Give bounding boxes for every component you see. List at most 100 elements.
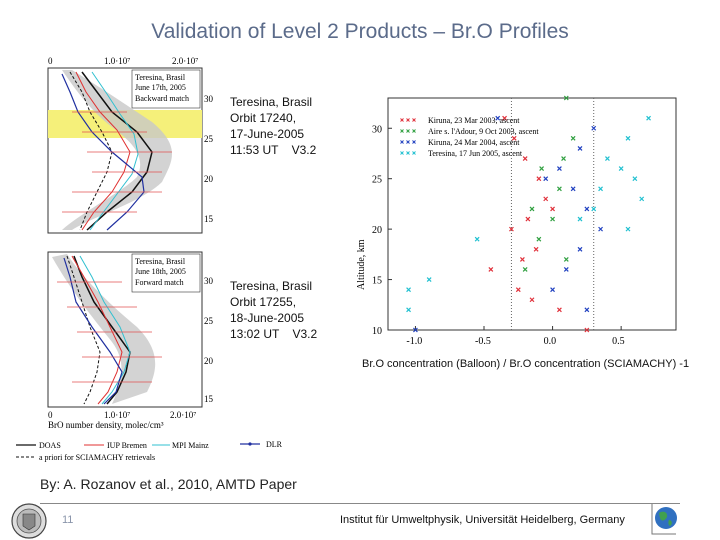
legend-doas: DOAS: [39, 441, 61, 450]
panel-2-alt-25: 25: [204, 316, 214, 326]
point-series-0: [543, 196, 549, 202]
point-series-2: [543, 176, 549, 182]
point-series-2: [584, 206, 590, 212]
point-series-0: [522, 156, 528, 161]
point-series-0: [533, 246, 539, 252]
point-series-1: [563, 256, 569, 262]
source-credit: By: A. Rozanov et al., 2010, AMTD Paper: [40, 476, 297, 492]
point-series-0: [511, 135, 517, 141]
panel-info-2: Teresina, Brasil Orbit 17255, 18-June-20…: [230, 279, 318, 341]
legend-entry-0: Kiruna, 23 Mar 2003, ascent: [400, 116, 520, 125]
panel-2-alt-15: 15: [204, 394, 214, 404]
page-number: 11: [62, 514, 74, 526]
panel-1-alt-15: 15: [204, 214, 214, 224]
dlr-legend-entry: DLR: [240, 440, 283, 449]
point-series-2: [577, 146, 583, 151]
point-series-3: [426, 277, 432, 282]
mpi-profile-line: [89, 71, 139, 231]
panel-1-alt-25: 25: [204, 134, 214, 144]
panel-1-label-box: [131, 69, 201, 109]
dlr-profile-line-2: [63, 257, 123, 405]
bottom-tick-1: 1.0·10⁷: [104, 410, 130, 420]
point-series-0: [509, 226, 514, 232]
point-series-1: [550, 216, 555, 222]
top-tick-2: 2.0·10⁷: [172, 56, 198, 66]
legend-mpi: MPI Mainz: [172, 441, 209, 450]
legend-dlr: DLR: [266, 440, 283, 449]
panel-1-date: June 17th, 2005: [135, 83, 186, 92]
point-series-2: [495, 115, 501, 121]
panel-2-location: Teresina, Brasil: [135, 257, 186, 266]
point-series-3: [577, 216, 583, 222]
legend-label-1: Aire s. l'Adour, 9 Oct 2003, ascent: [428, 127, 539, 136]
profile-legend: DOAS IUP Bremen MPI Mainz a priori for S…: [16, 441, 209, 462]
point-series-1: [529, 206, 535, 212]
y-tick-30: 30: [372, 124, 382, 135]
panel-1-alt-20: 20: [204, 174, 214, 184]
legend-iup: IUP Bremen: [107, 441, 147, 450]
data-points: [406, 95, 651, 333]
point-series-0: [488, 267, 494, 272]
x-tick--1.0: -1.0: [406, 336, 422, 347]
point-series-3: [598, 186, 603, 192]
doas-uncertainty-band: [62, 70, 172, 230]
point-series-2: [577, 246, 583, 252]
panel-2-alt-20: 20: [204, 356, 214, 366]
panel-2-match: Forward match: [135, 278, 184, 287]
top-tick-1: 1.0·10⁷: [104, 56, 130, 66]
point-series-1: [561, 156, 566, 161]
point-series-3: [406, 307, 411, 313]
y-tick-25: 25: [372, 175, 382, 186]
y-tick-10: 10: [372, 326, 382, 337]
x-tick-0.0: 0.0: [544, 336, 557, 347]
panel-1-location: Teresina, Brasil: [135, 73, 186, 82]
point-series-0: [536, 176, 542, 182]
point-series-1: [536, 236, 542, 242]
legend-entry-1: Aire s. l'Adour, 9 Oct 2003, ascent: [400, 127, 539, 136]
university-seal-icon: [11, 503, 47, 539]
left-x-label: BrO number density, molec/cm³: [48, 420, 164, 430]
y-tick-20: 20: [372, 225, 382, 236]
iup-error-bars-2: [57, 281, 162, 383]
plot-frame: [387, 97, 677, 331]
point-series-2: [550, 287, 555, 293]
point-series-3: [625, 135, 631, 141]
legend-label-0: Kiruna, 23 Mar 2003, ascent: [428, 116, 520, 125]
panel-2-date: June 18th, 2005: [135, 267, 186, 276]
doas-uncertainty-band-2: [52, 254, 156, 404]
point-series-1: [522, 267, 528, 272]
globe-logo-icon: [651, 504, 677, 535]
point-series-3: [639, 196, 645, 202]
point-series-3: [625, 226, 631, 232]
point-series-0: [515, 287, 521, 293]
point-series-0: [529, 297, 535, 303]
point-series-0: [525, 216, 531, 222]
top-tick-0: 0: [48, 56, 53, 66]
panel-2-alt-30: 30: [204, 276, 214, 286]
point-series-3: [632, 176, 638, 182]
point-series-3: [618, 166, 624, 172]
chart-caption: Br.O concentration (Balloon) / Br.O conc…: [362, 358, 690, 370]
point-series-1: [539, 166, 545, 172]
legend-label-3: Teresina, 17 Jun 2005, ascent: [428, 149, 523, 158]
point-series-1: [570, 135, 576, 141]
point-series-3: [646, 115, 651, 121]
doas-profile-line-2: [73, 255, 131, 405]
point-series-0: [502, 115, 507, 121]
point-series-2: [570, 186, 576, 192]
mpi-profile-line-2: [79, 255, 131, 405]
panel-1-match: Backward match: [135, 94, 189, 103]
iup-profile-line-2: [71, 255, 123, 405]
point-series-3: [591, 206, 597, 212]
footer-divider: [40, 503, 680, 504]
point-series-1: [563, 95, 569, 101]
point-series-2: [584, 307, 590, 313]
point-series-3: [605, 156, 610, 161]
bottom-tick-0: 0: [48, 410, 53, 420]
point-series-1: [557, 186, 562, 192]
x-tick-labels: -1.0 -0.5 0.0 0.5: [406, 326, 625, 347]
legend-label-2: Kiruna, 24 Mar 2004, ascent: [428, 138, 520, 147]
point-series-2: [598, 226, 603, 232]
point-series-0: [519, 256, 525, 262]
slide-title: Validation of Level 2 Products – Br.O Pr…: [151, 20, 569, 43]
